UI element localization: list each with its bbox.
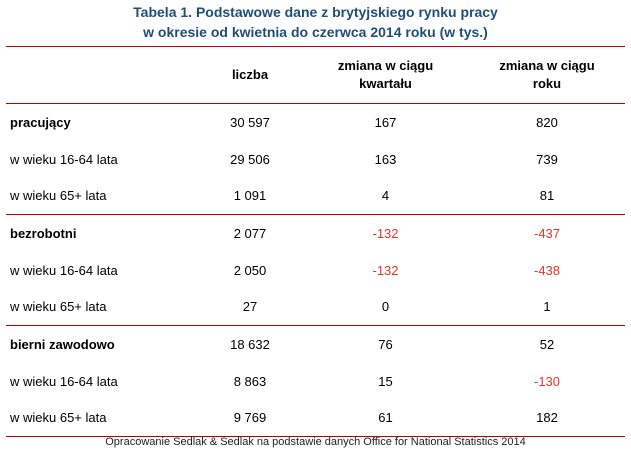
cell-kwartal: 15: [378, 373, 393, 389]
table-row: w wieku 16-64 lata 8 863 15 -130: [6, 363, 625, 400]
cell-rok: -437: [533, 225, 561, 241]
header-zmiana-kwartal-line-2: kwartału: [359, 76, 412, 91]
table-title-line-2: w okresie od kwietnia do czerwca 2014 ro…: [143, 24, 488, 40]
cell-kwartal: 167: [374, 114, 397, 130]
table-row: w wieku 65+ lata 1 091 4 81: [6, 178, 625, 215]
row-label: bierni zawodowo: [10, 336, 115, 352]
table-title: Tabela 1. Podstawowe dane z brytyjskiego…: [0, 2, 631, 42]
row-label: w wieku 16-64 lata: [10, 151, 118, 167]
header-zmiana-kwartal: zmiana w ciągu kwartału: [302, 47, 469, 104]
cell-rok: -438: [533, 262, 561, 278]
row-label: pracujący: [10, 114, 71, 130]
cell-rok: 81: [539, 188, 555, 204]
cell-rok: 52: [539, 336, 555, 352]
cell-liczba: 1 091: [233, 188, 267, 204]
row-label: w wieku 65+ lata: [10, 410, 107, 426]
cell-liczba: 9 769: [233, 410, 267, 426]
cell-kwartal: -132: [372, 262, 399, 278]
row-label: w wieku 65+ lata: [10, 188, 107, 204]
cell-rok: 820: [536, 114, 558, 130]
table-row: w wieku 16-64 lata 2 050 -132 -438: [6, 252, 625, 289]
table-header-row: liczba zmiana w ciągu kwartału zmiana w …: [6, 46, 625, 104]
table-title-line-1: Tabela 1. Podstawowe dane z brytyjskiego…: [133, 4, 498, 20]
header-zmiana-kwartal-line-1: zmiana w ciągu: [337, 58, 434, 73]
cell-rok: 739: [536, 151, 558, 167]
table-row: bezrobotni 2 077 -132 -437: [6, 214, 625, 252]
header-zmiana-rok-line-1: zmiana w ciągu: [499, 58, 595, 73]
cell-kwartal: 76: [378, 336, 393, 352]
cell-kwartal: 0: [381, 299, 390, 315]
cell-rok: 182: [536, 410, 558, 426]
table-row: w wieku 65+ lata 27 0 1: [6, 289, 625, 326]
table-row: pracujący 30 597 167 820: [6, 103, 625, 141]
cell-liczba: 8 863: [233, 373, 267, 389]
cell-kwartal: 61: [378, 410, 393, 426]
header-zmiana-rok: zmiana w ciągu roku: [469, 47, 625, 104]
cell-liczba: 29 506: [230, 151, 270, 167]
cell-rok: 1: [543, 299, 551, 315]
cell-liczba: 18 632: [230, 336, 270, 352]
row-label: w wieku 16-64 lata: [10, 373, 118, 389]
row-label: w wieku 16-64 lata: [10, 262, 118, 278]
cell-liczba: 2 077: [233, 225, 267, 241]
table-row: bierni zawodowo 18 632 76 52: [6, 325, 625, 363]
cell-liczba: 2 050: [233, 262, 267, 278]
cell-kwartal: 4: [381, 188, 390, 204]
cell-liczba: 30 597: [230, 114, 270, 130]
header-empty: [6, 47, 198, 104]
table-row: w wieku 16-64 lata 29 506 163 739: [6, 141, 625, 178]
table-row: w wieku 65+ lata 9 769 61 182: [6, 400, 625, 437]
labor-market-table: liczba zmiana w ciągu kwartału zmiana w …: [6, 46, 625, 437]
cell-rok: -130: [533, 373, 561, 389]
header-zmiana-rok-line-2: roku: [532, 76, 562, 91]
header-liczba: liczba: [231, 67, 269, 82]
row-label: bezrobotni: [10, 225, 77, 241]
cell-kwartal: 163: [374, 151, 397, 167]
cell-liczba: 27: [242, 299, 258, 315]
row-label: w wieku 65+ lata: [10, 299, 107, 315]
source-note: Opracowanie Sedlak & Sedlak na podstawie…: [105, 436, 526, 448]
cell-kwartal: -132: [372, 225, 399, 241]
